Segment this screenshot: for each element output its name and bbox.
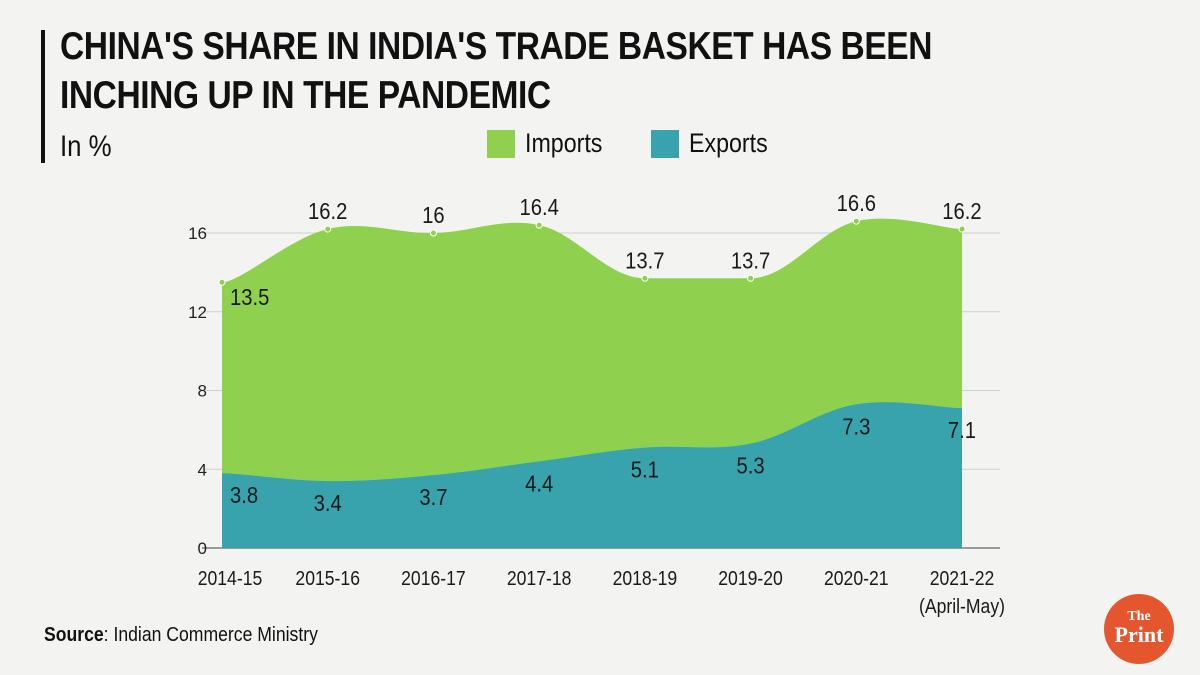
x-tick-label: 2017-18 — [507, 567, 572, 589]
x-tick-label: 2015-16 — [295, 567, 360, 589]
imports-data-label: 13.7 — [731, 247, 770, 274]
source-label: Source — [44, 624, 104, 646]
exports-data-label: 5.3 — [737, 452, 765, 479]
legend-swatch-exports — [651, 129, 680, 158]
x-tick-label: 2014-15 — [198, 567, 263, 589]
y-tick-label: 8 — [198, 382, 207, 401]
y-tick-label: 0 — [198, 539, 207, 558]
legend-label-exports: Exports — [689, 128, 768, 158]
imports-data-label: 13.7 — [625, 247, 664, 274]
x-tick-label: 2020-21 — [824, 567, 889, 589]
legend: Imports Exports — [487, 128, 817, 159]
y-tick-label: 12 — [188, 303, 207, 322]
imports-data-label: 16 — [422, 202, 445, 229]
imports-point — [641, 274, 649, 282]
exports-data-label: 7.3 — [842, 413, 870, 440]
imports-data-label: 16.4 — [519, 194, 558, 221]
imports-point — [535, 221, 543, 229]
imports-point — [747, 274, 755, 282]
exports-data-label: 4.4 — [525, 470, 553, 497]
exports-data-label: 3.8 — [230, 482, 258, 509]
x-tick-sublabel: (April-May) — [919, 595, 1005, 617]
legend-item-exports: Exports — [651, 128, 781, 159]
imports-point — [429, 229, 437, 237]
imports-data-label: 16.6 — [837, 190, 876, 217]
legend-swatch-imports — [487, 129, 515, 158]
imports-point — [324, 225, 332, 233]
imports-point — [958, 225, 966, 233]
exports-data-label: 5.1 — [631, 456, 659, 483]
legend-item-imports: Imports — [487, 128, 615, 159]
theprint-logo: The Print — [1104, 594, 1174, 664]
imports-point — [852, 217, 860, 225]
chart-title: China's share in India's trade basket ha… — [60, 25, 933, 117]
exports-data-label: 3.7 — [419, 484, 447, 511]
x-tick-label: 2018-19 — [613, 567, 678, 589]
logo-line2: Print — [1114, 622, 1164, 647]
source-note: Source: Indian Commerce Ministry — [44, 624, 318, 647]
x-tick-label: 2021-22 — [930, 567, 995, 589]
legend-label-imports: Imports — [525, 128, 603, 158]
source-text: : Indian Commerce Ministry — [103, 624, 318, 646]
imports-data-label: 13.5 — [230, 284, 269, 311]
logo-line1: The — [1127, 609, 1151, 624]
x-tick-label: 2016-17 — [401, 567, 466, 589]
y-tick-label: 4 — [198, 460, 207, 479]
imports-point — [218, 278, 226, 286]
exports-data-label: 3.4 — [314, 490, 342, 517]
exports-area — [222, 402, 962, 548]
imports-data-label: 16.2 — [308, 198, 347, 225]
exports-data-label: 7.1 — [948, 417, 976, 444]
title-accent-bar — [41, 30, 45, 163]
x-tick-label: 2019-20 — [718, 567, 783, 589]
imports-data-label: 16.2 — [942, 198, 981, 225]
unit-label: In % — [60, 130, 112, 163]
y-tick-label: 16 — [188, 224, 207, 243]
